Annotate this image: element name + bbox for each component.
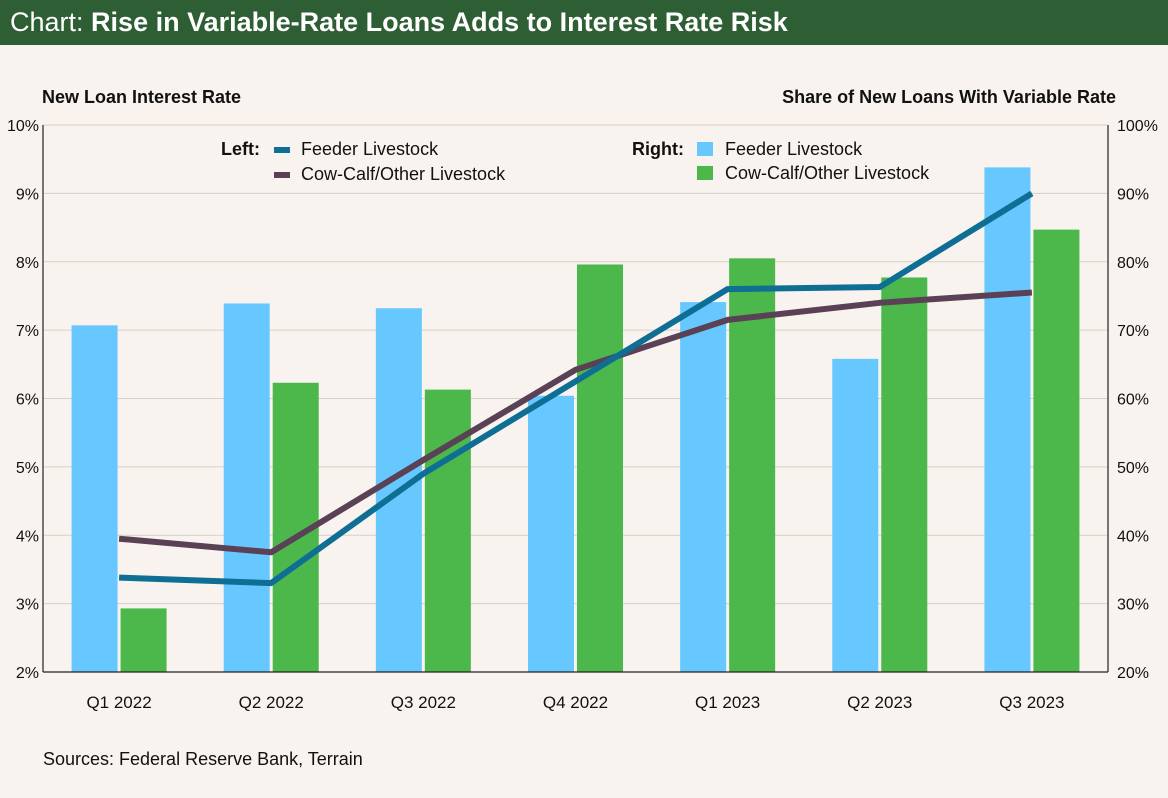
- bar-cowcalf-4: [729, 258, 776, 672]
- line-series: [118, 190, 1034, 587]
- x-tick-label: Q1 2023: [695, 693, 760, 712]
- x-tick-label: Q3 2023: [999, 693, 1064, 712]
- bar-cowcalf-3: [577, 264, 623, 672]
- x-tick-label: Q4 2022: [543, 693, 608, 712]
- legend-entry-feeder-bar: Feeder Livestock: [725, 139, 863, 159]
- legend-swatch-cowcalf-line: [274, 172, 290, 178]
- bar-feeder-4: [680, 302, 727, 672]
- right-tick-label: 60%: [1117, 392, 1149, 409]
- bar-feeder-0: [71, 325, 118, 672]
- left-tick-label: 3%: [16, 597, 39, 614]
- legend-swatch-feeder-bar: [697, 142, 713, 156]
- x-tick-label: Q1 2022: [86, 693, 151, 712]
- left-tick-label: 9%: [16, 186, 39, 203]
- right-tick-label: 30%: [1117, 597, 1149, 614]
- x-tick-label: Q2 2022: [239, 693, 304, 712]
- chart-label: Chart:: [10, 7, 84, 37]
- right-tick-label: 40%: [1117, 528, 1149, 545]
- right-tick-label: 50%: [1117, 460, 1149, 477]
- left-tick-label: 6%: [16, 392, 39, 409]
- chart-title: Rise in Variable-Rate Loans Adds to Inte…: [91, 7, 788, 37]
- legend: Left: Feeder Livestock Cow-Calf/Other Live…: [221, 139, 930, 184]
- right-tick-label: 70%: [1117, 323, 1149, 340]
- bar-cowcalf-6: [1033, 229, 1080, 672]
- bar-feeder-1: [223, 303, 270, 672]
- axes: 2% 20% 3% 30% 4% 40% 5% 50% 6% 60% 7% 70% 8% 80% 9% 90%…: [7, 118, 1158, 712]
- right-tick-label: 20%: [1117, 665, 1149, 682]
- right-tick-label: 90%: [1117, 186, 1149, 203]
- x-tick-label: Q2 2023: [847, 693, 912, 712]
- legend-swatch-feeder-line: [274, 147, 290, 153]
- left-tick-label: 5%: [16, 460, 39, 477]
- x-tick-label: Q3 2022: [391, 693, 456, 712]
- left-tick-label: 7%: [16, 323, 39, 340]
- sources-note: Sources: Federal Reserve Bank, Terrain: [43, 749, 363, 769]
- left-tick-label: 2%: [16, 665, 39, 682]
- line-cowcalf: [118, 289, 1033, 556]
- legend-entry-cowcalf-line: Cow-Calf/Other Livestock: [301, 164, 506, 184]
- gridlines: [43, 124, 1108, 673]
- bar-feeder-6: [984, 167, 1031, 672]
- legend-left-label: Left:: [221, 139, 260, 159]
- legend-right-label: Right:: [632, 139, 684, 159]
- right-tick-label: 100%: [1117, 118, 1158, 135]
- legend-entry-feeder-line: Feeder Livestock: [301, 139, 439, 159]
- bar-cowcalf-2: [424, 389, 471, 672]
- legend-swatch-cowcalf-bar: [697, 166, 713, 180]
- line-feeder: [118, 190, 1034, 587]
- chart-header: Chart: Rise in Variable-Rate Loans Adds …: [0, 0, 1168, 45]
- bar-feeder-5: [832, 358, 879, 672]
- bar-series: [71, 167, 1080, 672]
- bar-cowcalf-5: [881, 277, 928, 672]
- bar-feeder-3: [528, 395, 574, 672]
- left-tick-label: 10%: [7, 118, 39, 135]
- right-tick-label: 80%: [1117, 255, 1149, 272]
- left-tick-label: 8%: [16, 255, 39, 272]
- legend-entry-cowcalf-bar: Cow-Calf/Other Livestock: [725, 163, 930, 183]
- bar-cowcalf-0: [120, 608, 167, 672]
- left-axis-title: New Loan Interest Rate: [42, 87, 241, 107]
- right-axis-title: Share of New Loans With Variable Rate: [782, 87, 1116, 107]
- left-tick-label: 4%: [16, 528, 39, 545]
